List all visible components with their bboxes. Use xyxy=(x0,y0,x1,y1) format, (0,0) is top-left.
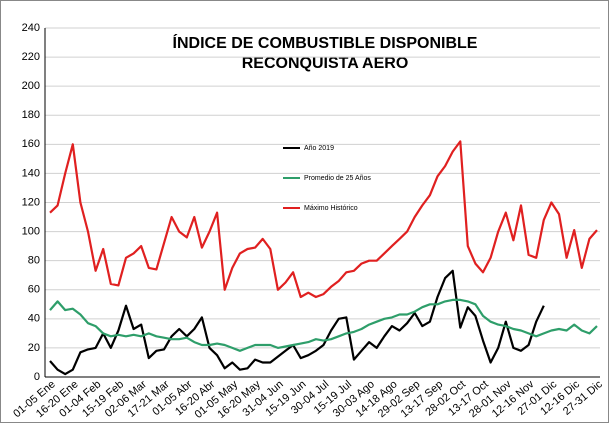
y-tick-label: 160 xyxy=(22,138,40,150)
y-tick-label: 100 xyxy=(22,225,40,237)
legend-label: Año 2019 xyxy=(304,145,334,152)
y-tick-label: 120 xyxy=(22,196,40,208)
series-line xyxy=(49,269,545,376)
series-line xyxy=(49,298,598,352)
chart-subtitle: RECONQUISTA AERO xyxy=(242,55,409,72)
y-tick-label: 180 xyxy=(22,109,40,121)
legend-label: Máximo Histórico xyxy=(304,205,358,212)
y-tick-label: 60 xyxy=(28,284,40,296)
y-tick-label: 20 xyxy=(28,342,40,354)
chart-title: ÍNDICE DE COMBUSTIBLE DISPONIBLE xyxy=(173,33,478,52)
y-tick-label: 220 xyxy=(22,51,40,63)
y-tick-label: 0 xyxy=(34,371,40,383)
y-tick-label: 80 xyxy=(28,255,40,267)
y-tick-label: 200 xyxy=(22,80,40,92)
legend-label: Promedio de 25 Años xyxy=(304,175,371,182)
y-tick-label: 40 xyxy=(28,313,40,325)
series-line xyxy=(49,140,598,299)
y-tick-label: 140 xyxy=(22,167,40,179)
y-tick-label: 240 xyxy=(22,22,40,34)
